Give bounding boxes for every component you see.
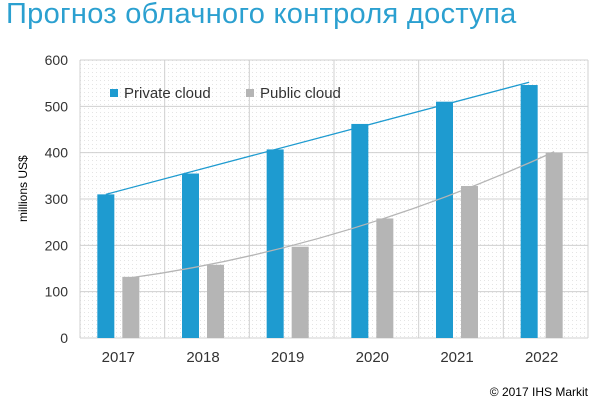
trendline-public-cloud (130, 151, 555, 279)
bar-public-cloud (207, 264, 224, 338)
copyright-note: © 2017 IHS Markit (489, 385, 588, 399)
y-tick-label: 600 (45, 52, 69, 68)
bar-private-cloud (436, 101, 453, 338)
y-tick-label: 0 (60, 330, 68, 346)
y-tick-label: 400 (45, 145, 69, 161)
y-tick-label: 500 (45, 98, 69, 114)
bar-public-cloud (122, 276, 140, 338)
trendline-private-cloud (105, 81, 530, 195)
legend-swatch (110, 89, 118, 97)
bar-private-cloud (266, 149, 284, 338)
y-tick-label: 200 (45, 237, 69, 253)
x-tick-label: 2017 (102, 349, 135, 366)
x-tick-label: 2019 (271, 349, 304, 366)
bar-private-cloud (351, 123, 369, 338)
y-tick-label: 300 (45, 191, 69, 207)
x-tick-label: 2018 (186, 349, 219, 366)
x-tick-label: 2020 (356, 349, 389, 366)
bar-public-cloud (545, 152, 563, 338)
x-tick-label: 2022 (525, 349, 558, 366)
bar-private-cloud (520, 85, 538, 339)
bar-public-cloud (291, 246, 309, 338)
x-tick-label: 2021 (440, 349, 473, 366)
bar-public-cloud (461, 186, 478, 338)
legend-label: Private cloud (124, 85, 211, 102)
y-tick-label: 100 (45, 284, 69, 300)
legend-label: Public cloud (260, 85, 341, 102)
bar-private-cloud (182, 173, 199, 338)
legend-swatch (246, 89, 254, 97)
chart-title: Прогноз облачного контроля доступа (6, 0, 517, 30)
bar-public-cloud (376, 218, 394, 338)
bar-private-cloud (97, 194, 115, 338)
